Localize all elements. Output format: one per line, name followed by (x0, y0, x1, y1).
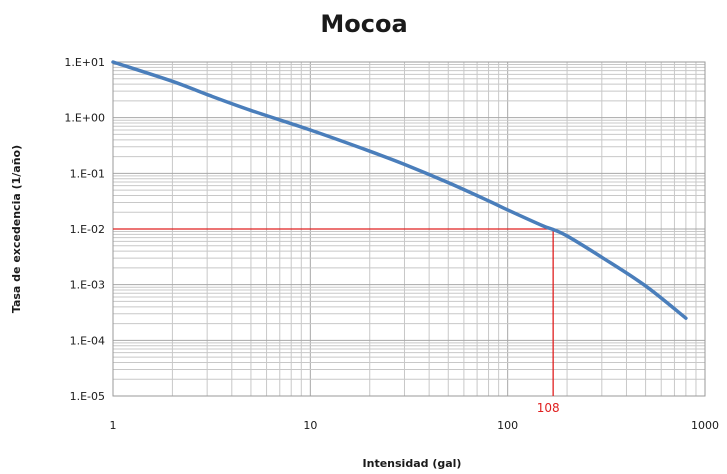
y-tick-label: 1.E-03 (70, 279, 105, 292)
x-tick-label: 10 (303, 419, 317, 432)
y-tick-label: 1.E+01 (64, 56, 105, 69)
x-tick-label: 1 (110, 419, 117, 432)
y-tick-label: 1.E-02 (70, 223, 105, 236)
x-tick-label: 1000 (691, 419, 719, 432)
x-tick-labels: 1 10 100 1000 (110, 419, 720, 432)
y-tick-label: 1.E+00 (64, 112, 105, 125)
reference-x-label: 108 (537, 401, 560, 415)
x-axis-label: Intensidad (gal) (363, 457, 462, 470)
series-line-1 (111, 60, 688, 320)
y-tick-label: 1.E-01 (70, 167, 105, 180)
reference-lines (113, 228, 554, 396)
y-tick-label: 1.E-05 (70, 390, 105, 403)
y-axis-label: Tasa de excedencia (1/año) (10, 145, 23, 313)
y-tick-labels: 1.E+01 1.E+00 1.E-01 1.E-02 1.E-03 1.E-04 1.E-… (64, 56, 105, 403)
chart-title: Mocoa (320, 10, 407, 38)
x-tick-label: 100 (497, 419, 518, 432)
y-tick-label: 1.E-04 (70, 334, 105, 347)
